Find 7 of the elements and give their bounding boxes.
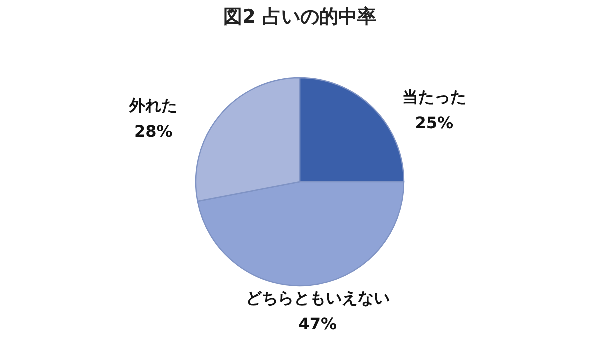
slice-label: 外れた <box>128 96 178 115</box>
slice-label: どちらともいえない <box>246 288 390 308</box>
data-label: 25% <box>415 114 454 133</box>
data-label: 47% <box>298 314 338 334</box>
chart-title: 図2 占いの的中率 <box>224 6 376 28</box>
slice-label: 当たった <box>402 88 466 107</box>
data-label: 28% <box>134 122 173 141</box>
